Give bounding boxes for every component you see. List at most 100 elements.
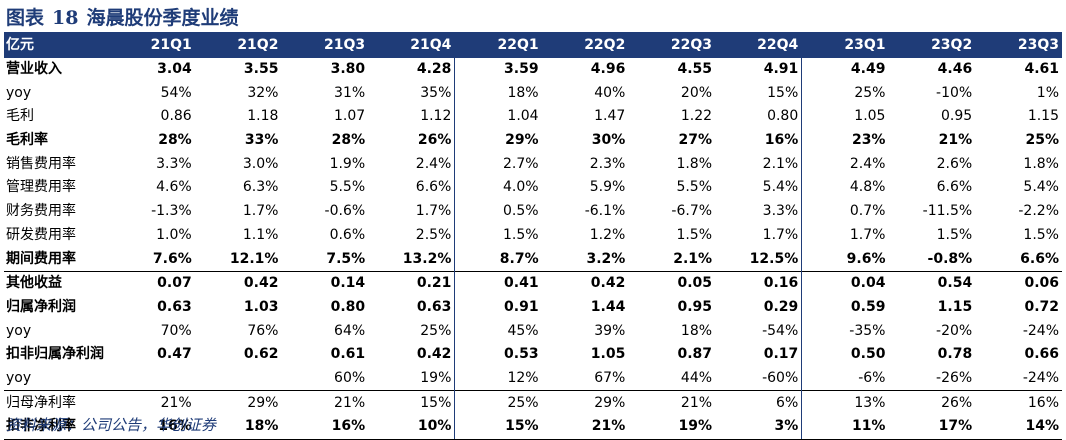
header-quarter-cell: 22Q4 — [715, 34, 803, 58]
value-cell: -10% — [936, 84, 973, 101]
row-label-cell: 财务费用率 — [6, 203, 76, 220]
value-cell: 0.59 — [850, 298, 886, 315]
value-cell: 1.18 — [247, 108, 279, 125]
value-cell: 18% — [194, 415, 282, 440]
value-cell: 0.14 — [281, 270, 369, 296]
value-cell: 67% — [594, 369, 626, 386]
value-cell: -2.2% — [1018, 203, 1059, 220]
value-cell: 31% — [334, 84, 366, 101]
value-cell: 1.5% — [676, 226, 713, 243]
value-cell: 1.04 — [507, 108, 539, 125]
table-row: 其他收益 0.07 0.42 0.14 0.21 0.41 0.42 0.05 0.16 0.04… — [4, 270, 1062, 296]
value-cell: 5.5% — [676, 179, 713, 196]
value-cell: 76% — [247, 322, 279, 339]
value-cell: 0.62 — [243, 346, 279, 363]
value-cell: 0.63 — [368, 295, 456, 320]
value-cell: 6.6% — [1020, 250, 1059, 267]
header-quarter-cell: 21Q4 — [368, 34, 456, 58]
header-quarter-cell: 23Q3 — [975, 34, 1062, 58]
row-label-cell: 扣非净利率 — [4, 415, 108, 440]
value-cell: 1.47 — [594, 108, 626, 125]
header-quarter-cell: 22Q3 — [628, 34, 716, 58]
value-cell: 40% — [594, 84, 626, 101]
value-cell: 25% — [454, 390, 542, 415]
value-cell: 1.22 — [680, 108, 713, 125]
value-cell: 17% — [888, 415, 976, 440]
table-row: 毛利 0.86 1.18 1.07 1.12 1.04 1.47 1.22 0.80 1.05 0.… — [4, 105, 1062, 129]
value-cell: 21% — [628, 390, 716, 415]
value-cell: -1.3% — [151, 203, 192, 220]
value-cell: 29% — [194, 390, 282, 415]
value-cell: 0.07 — [108, 270, 195, 296]
figure-label: 图表 — [6, 7, 45, 29]
value-cell: 0.91 — [504, 298, 539, 315]
value-cell: 1.8% — [676, 155, 713, 172]
value-cell: 4.8% — [849, 179, 886, 196]
value-cell: -11.5% — [922, 203, 973, 220]
value-cell: 4.55 — [677, 61, 713, 78]
value-cell: 19% — [368, 366, 456, 391]
value-cell: 0.95 — [677, 298, 713, 315]
value-cell: 29% — [541, 390, 629, 415]
table-row: yoy 54% 32% 31% 35% 18% 40% 20% 15% 25% -10% 1% — [4, 81, 1062, 106]
value-cell: 1.7% — [849, 226, 886, 243]
value-cell: 0.42 — [368, 342, 456, 367]
value-cell: 0.87 — [677, 346, 713, 363]
row-label-cell: 期间费用率 — [6, 250, 76, 267]
row-label-cell: yoy — [6, 369, 32, 386]
value-cell: 1.7% — [715, 223, 803, 248]
value-cell: 0.05 — [628, 270, 716, 296]
table-row: 财务费用率 -1.3% 1.7% -0.6% 1.7% 0.5% -6.1% -6.7% 3.3… — [4, 199, 1062, 224]
value-cell: 3.04 — [157, 61, 192, 78]
value-cell: 1.0% — [156, 226, 192, 243]
value-cell: 16% — [281, 415, 369, 440]
value-cell: 0.29 — [715, 295, 803, 320]
value-cell: 3.55 — [243, 61, 279, 78]
table-row: yoy 60% 19% 12% 67% 44% -60% -6% -26% -24% — [4, 366, 1062, 391]
value-cell: 28% — [158, 132, 192, 149]
value-cell: 16% — [975, 390, 1062, 415]
row-label-cell: yoy — [6, 84, 32, 101]
table-header-row: 亿元 21Q1 21Q2 21Q3 21Q4 22Q1 22Q2 22Q3 22Q4 23Q1 23… — [4, 34, 1062, 58]
value-cell: 12% — [507, 369, 539, 386]
table-body: 营业收入 3.04 3.55 3.80 4.28 3.59 4.96 4.55 4.91 4.49… — [4, 57, 1062, 440]
value-cell: -6.1% — [584, 203, 626, 220]
value-cell — [195, 367, 282, 391]
value-cell: 0.47 — [157, 346, 192, 363]
value-cell: 1.05 — [854, 108, 886, 125]
table-row: 期间费用率 7.6% 12.1% 7.5% 13.2% 8.7% 3.2% 2.1% 12.5%… — [4, 247, 1062, 272]
row-label-cell: 管理费用率 — [6, 179, 76, 196]
value-cell: 2.4% — [368, 152, 456, 177]
title-underline — [4, 32, 1062, 34]
value-cell: 19% — [628, 415, 716, 440]
value-cell: -0.6% — [324, 203, 366, 220]
value-cell: -35% — [849, 322, 886, 339]
value-cell: 25% — [368, 319, 456, 343]
value-cell: -60% — [715, 366, 803, 391]
value-cell: 0.54 — [888, 270, 976, 296]
value-cell: 6% — [715, 390, 803, 415]
value-cell: 1.2% — [589, 226, 626, 243]
value-cell: 13% — [801, 390, 889, 415]
value-cell: 2.5% — [368, 223, 456, 248]
table-row: 销售费用率 3.3% 3.0% 1.9% 2.4% 2.7% 2.3% 1.8% 2.1% 2.4… — [4, 152, 1062, 177]
table-row: 研发费用率 1.0% 1.1% 0.6% 2.5% 1.5% 1.2% 1.5% 1.7% 1.7… — [4, 223, 1062, 248]
value-cell: 2.6% — [936, 155, 973, 172]
table-row: 归属净利润 0.63 1.03 0.80 0.63 0.91 1.44 0.95 0.29 0.5… — [4, 295, 1062, 320]
value-cell: 3.59 — [504, 61, 539, 78]
value-cell: 21% — [281, 390, 369, 415]
value-cell: 4.46 — [937, 61, 973, 78]
value-cell: 70% — [160, 322, 192, 339]
value-cell: 12.1% — [229, 250, 279, 267]
value-cell: 3.80 — [330, 61, 366, 78]
value-cell: 0.5% — [503, 203, 539, 220]
value-cell: 2.4% — [849, 155, 886, 172]
value-cell: 2.1% — [715, 152, 803, 177]
value-cell: -24% — [1022, 322, 1059, 339]
figure-title: 图表 18 海晨股份季度业绩 — [6, 4, 238, 32]
value-cell: -26% — [936, 369, 973, 386]
row-label-cell: 销售费用率 — [6, 155, 76, 172]
value-cell: 4.6% — [156, 179, 192, 196]
value-cell: 29% — [505, 132, 539, 149]
value-cell: 14% — [975, 415, 1062, 440]
